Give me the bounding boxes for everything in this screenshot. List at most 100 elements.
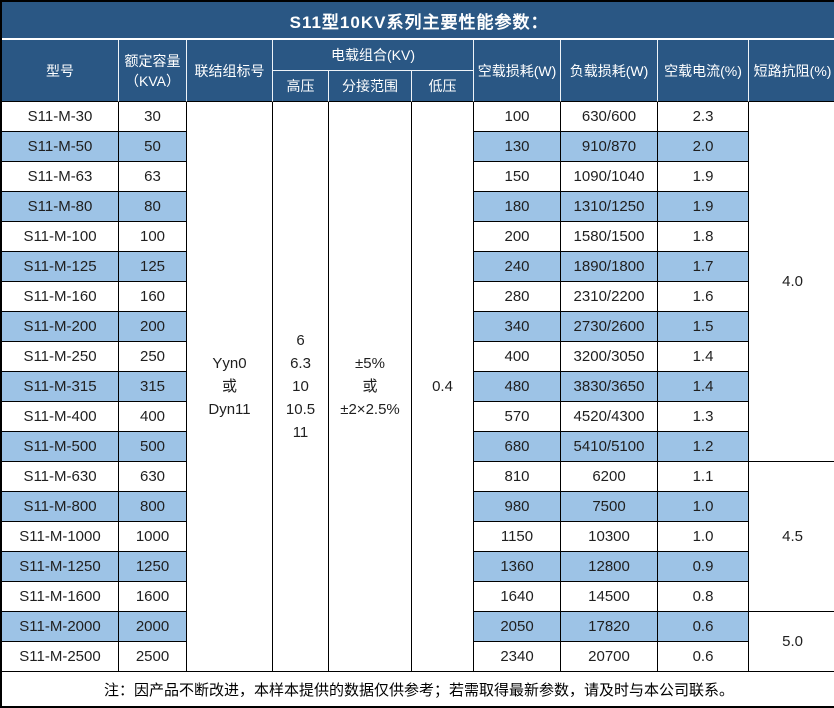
- cell-impedance: 5.0: [749, 612, 834, 672]
- cell-model: S11-M-2000: [2, 612, 119, 642]
- cell-no-load-current: 2.0: [658, 132, 749, 162]
- cell-model: S11-M-125: [2, 252, 119, 282]
- cell-model: S11-M-80: [2, 192, 119, 222]
- cell-impedance: 4.5: [749, 462, 834, 612]
- footnote-row: 注：因产品不断改进，本样本提供的数据仅供参考；若需取得最新参数，请及时与本公司联…: [2, 672, 834, 706]
- cell-no-load-loss: 680: [474, 432, 561, 462]
- cell-model: S11-M-160: [2, 282, 119, 312]
- cell-no-load-loss: 980: [474, 492, 561, 522]
- cell-load-loss: 5410/5100: [561, 432, 658, 462]
- cell-no-load-loss: 2050: [474, 612, 561, 642]
- cell-load-loss: 4520/4300: [561, 402, 658, 432]
- cell-capacity: 80: [119, 192, 187, 222]
- cell-capacity: 2000: [119, 612, 187, 642]
- cell-no-load-current: 1.5: [658, 312, 749, 342]
- cell-no-load-loss: 340: [474, 312, 561, 342]
- cell-capacity: 125: [119, 252, 187, 282]
- cell-no-load-loss: 810: [474, 462, 561, 492]
- col-header-model: 型号: [2, 40, 119, 102]
- cell-load-loss: 630/600: [561, 102, 658, 132]
- cell-capacity: 630: [119, 462, 187, 492]
- cell-model: S11-M-30: [2, 102, 119, 132]
- cell-model: S11-M-200: [2, 312, 119, 342]
- table-row: S11-M-1000 1000 1150 10300 1.0: [2, 522, 834, 552]
- cell-no-load-current: 1.7: [658, 252, 749, 282]
- cell-no-load-current: 0.8: [658, 582, 749, 612]
- cell-no-load-loss: 180: [474, 192, 561, 222]
- cell-capacity: 160: [119, 282, 187, 312]
- cell-load-loss: 10300: [561, 522, 658, 552]
- table-row: S11-M-200 200 340 2730/2600 1.5: [2, 312, 834, 342]
- cell-no-load-loss: 400: [474, 342, 561, 372]
- cell-model: S11-M-63: [2, 162, 119, 192]
- cell-no-load-loss: 480: [474, 372, 561, 402]
- cell-capacity: 1250: [119, 552, 187, 582]
- table-row: S11-M-50 50 130 910/870 2.0: [2, 132, 834, 162]
- cell-load-loss: 14500: [561, 582, 658, 612]
- cell-no-load-current: 1.4: [658, 372, 749, 402]
- cell-model: S11-M-1600: [2, 582, 119, 612]
- cell-impedance: 4.0: [749, 102, 834, 462]
- table-row: S11-M-630 630 810 6200 1.1 4.5: [2, 462, 834, 612]
- cell-no-load-current: 1.1: [658, 462, 749, 492]
- cell-load-loss: 3200/3050: [561, 342, 658, 372]
- table-row: S11-M-1250 1250 1360 12800 0.9: [2, 552, 834, 582]
- cell-load-loss: 1310/1250: [561, 192, 658, 222]
- cell-no-load-current: 0.6: [658, 642, 749, 672]
- cell-no-load-loss: 570: [474, 402, 561, 432]
- cell-load-loss: 6200: [561, 462, 658, 492]
- table-row: S11-M-400 400 570 4520/4300 1.3: [2, 402, 834, 432]
- cell-model: S11-M-630: [2, 462, 119, 492]
- cell-capacity: 2500: [119, 642, 187, 672]
- col-header-low-voltage: 低压: [412, 71, 474, 102]
- cell-no-load-current: 0.9: [658, 552, 749, 582]
- col-header-capacity: 额定容量 （KVA）: [119, 40, 187, 102]
- cell-no-load-current: 2.3: [658, 102, 749, 132]
- table-row: S11-M-30 30 Yyn0 或 Dyn11 6 6.3 10 10.5 11 ±5…: [2, 102, 834, 672]
- cell-capacity: 30: [119, 102, 187, 132]
- cell-capacity: 1000: [119, 522, 187, 552]
- cell-high-voltage: 6 6.3 10 10.5 11: [273, 102, 329, 672]
- cell-no-load-loss: 130: [474, 132, 561, 162]
- cell-no-load-current: 1.9: [658, 162, 749, 192]
- col-header-no-load-loss: 空载损耗(W): [474, 40, 561, 102]
- cell-connection-group: Yyn0 或 Dyn11: [187, 102, 273, 672]
- cell-model: S11-M-2500: [2, 642, 119, 672]
- table-row: S11-M-800 800 980 7500 1.0: [2, 492, 834, 522]
- cell-capacity: 800: [119, 492, 187, 522]
- cell-model: S11-M-50: [2, 132, 119, 162]
- cell-no-load-current: 1.3: [658, 402, 749, 432]
- col-header-voltage-group: 电载组合(KV): [273, 40, 474, 71]
- table-row: S11-M-63 63 150 1090/1040 1.9: [2, 162, 834, 192]
- cell-load-loss: 1580/1500: [561, 222, 658, 252]
- col-header-load-loss: 负载损耗(W): [561, 40, 658, 102]
- cell-capacity: 100: [119, 222, 187, 252]
- cell-load-loss: 2310/2200: [561, 282, 658, 312]
- table-row: S11-M-250 250 400 3200/3050 1.4: [2, 342, 834, 372]
- table-row: S11-M-160 160 280 2310/2200 1.6: [2, 282, 834, 312]
- table-title: S11型10KV系列主要性能参数：: [2, 2, 834, 40]
- cell-no-load-loss: 1360: [474, 552, 561, 582]
- cell-tap-range: ±5% 或 ±2×2.5%: [329, 102, 412, 672]
- cell-no-load-current: 1.4: [658, 342, 749, 372]
- table-row: S11-M-315 315 480 3830/3650 1.4: [2, 372, 834, 402]
- cell-model: S11-M-800: [2, 492, 119, 522]
- col-header-no-load-current: 空载电流(%): [658, 40, 749, 102]
- cell-no-load-loss: 200: [474, 222, 561, 252]
- footnote: 注：因产品不断改进，本样本提供的数据仅供参考；若需取得最新参数，请及时与本公司联…: [2, 672, 834, 706]
- title-row: S11型10KV系列主要性能参数：: [2, 2, 834, 40]
- cell-capacity: 400: [119, 402, 187, 432]
- cell-capacity: 200: [119, 312, 187, 342]
- cell-model: S11-M-400: [2, 402, 119, 432]
- spec-table-body: S11-M-30 30 Yyn0 或 Dyn11 6 6.3 10 10.5 11 ±5…: [2, 102, 834, 672]
- cell-no-load-loss: 1150: [474, 522, 561, 552]
- cell-load-loss: 910/870: [561, 132, 658, 162]
- cell-load-loss: 20700: [561, 642, 658, 672]
- cell-no-load-loss: 1640: [474, 582, 561, 612]
- header-row-1: 型号 额定容量 （KVA） 联结组标号 电载组合(KV) 空载损耗(W) 负载损…: [2, 40, 834, 102]
- col-header-connection: 联结组标号: [187, 40, 273, 102]
- cell-capacity: 1600: [119, 582, 187, 612]
- table-row: S11-M-2500 2500 2340 20700 0.6: [2, 642, 834, 672]
